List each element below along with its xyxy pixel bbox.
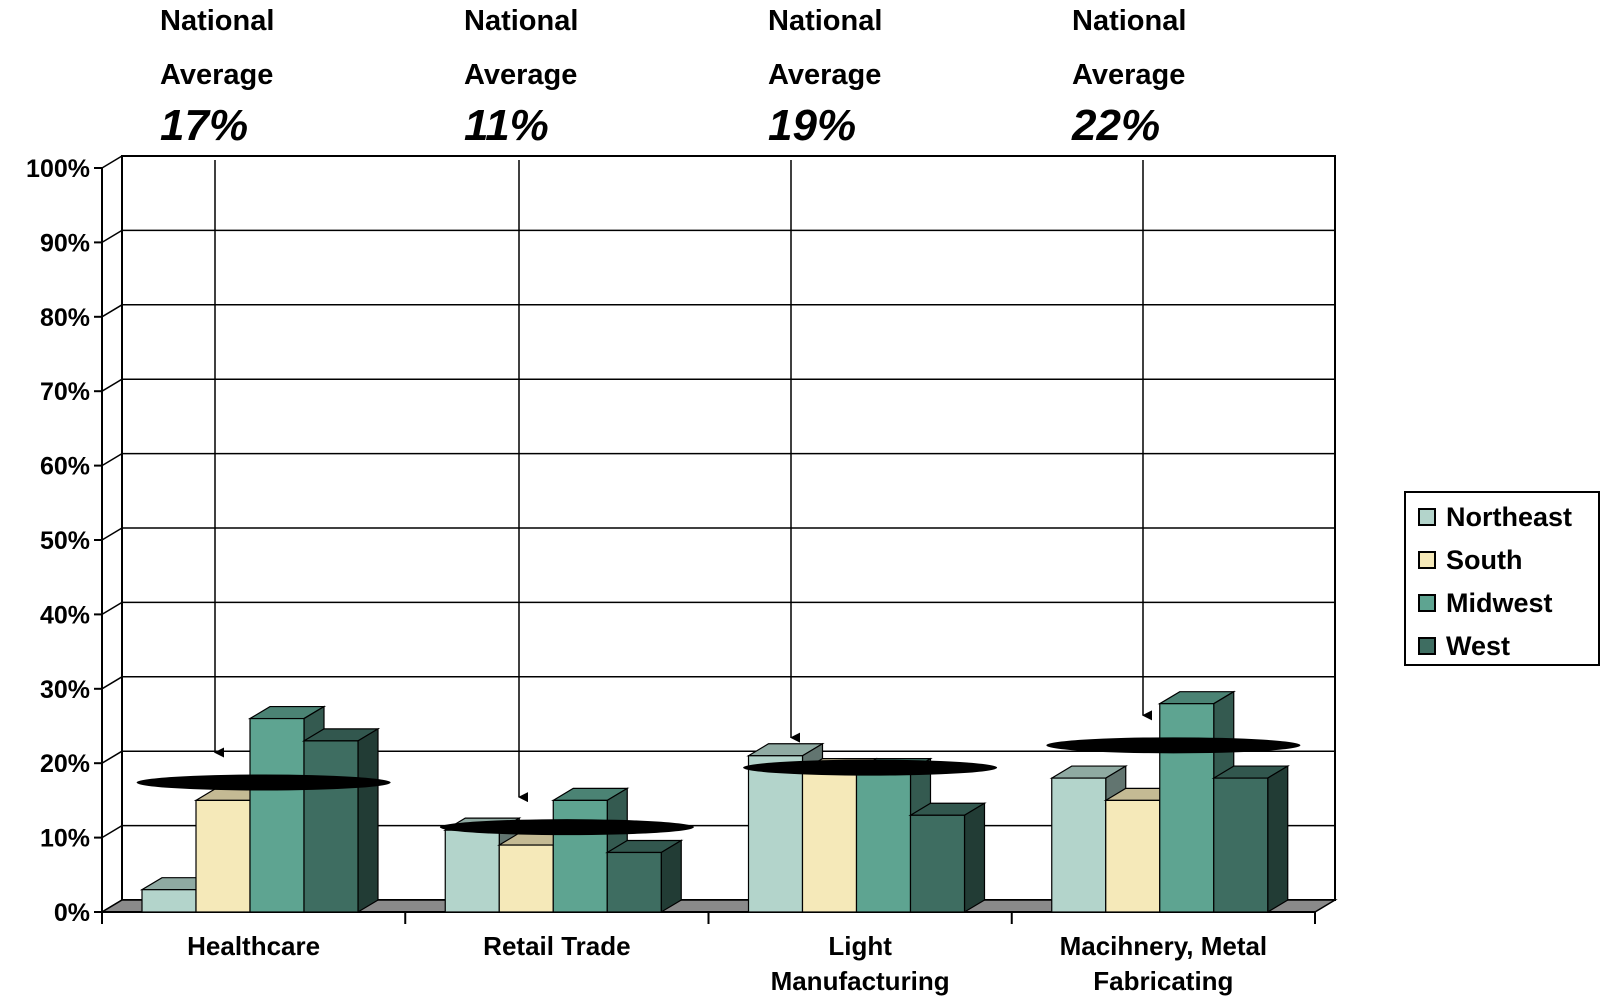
national-average-line1: National xyxy=(1072,5,1187,37)
y-tick-label: 40% xyxy=(40,601,90,629)
national-average-value: 11% xyxy=(464,101,549,150)
y-tick-label: 0% xyxy=(54,899,90,927)
bar xyxy=(908,802,987,914)
bar-front-face xyxy=(1051,777,1107,913)
legend-swatch-midwest xyxy=(1418,594,1436,612)
bar-front-face xyxy=(303,740,359,913)
x-category-label: Macihnery, Metal xyxy=(1060,931,1268,961)
national-average-line1: National xyxy=(768,5,883,37)
national-average-label: National Average 11% xyxy=(464,0,664,150)
bar-front-face xyxy=(141,889,197,913)
side-wall-line xyxy=(101,378,123,392)
bar xyxy=(301,727,381,914)
side-wall-line xyxy=(101,229,123,244)
legend-swatch-west xyxy=(1418,637,1436,655)
legend-item-south: South xyxy=(1418,544,1523,575)
bar-front-face xyxy=(444,829,500,913)
bar-front-face xyxy=(606,851,662,913)
bar-front-face xyxy=(1105,799,1161,913)
bar-front-face xyxy=(249,717,305,913)
national-average-marker xyxy=(136,774,391,791)
bar-side-face xyxy=(660,839,682,914)
side-wall-line xyxy=(101,304,123,318)
y-tick-label: 50% xyxy=(40,527,90,555)
bar-front-face xyxy=(1213,777,1269,913)
side-wall-line xyxy=(101,750,123,764)
bar-front-face xyxy=(909,814,966,913)
legend-swatch-south xyxy=(1418,551,1436,569)
bar xyxy=(605,839,684,914)
bar-front-face xyxy=(552,799,608,913)
bar-side-face xyxy=(357,727,379,914)
legend-item-midwest: Midwest xyxy=(1418,587,1553,618)
side-wall-line xyxy=(101,676,123,690)
national-average-value: 19% xyxy=(768,101,857,150)
national-average-marker xyxy=(1046,737,1301,754)
legend-swatch-northeast xyxy=(1418,508,1436,526)
x-category-label: Manufacturing xyxy=(771,966,950,996)
national-average-line2: Average xyxy=(1072,59,1186,91)
side-wall-line xyxy=(101,824,123,839)
bar-side-face xyxy=(1267,765,1289,914)
x-category-label: Light xyxy=(828,931,892,961)
legend-label: South xyxy=(1446,544,1523,575)
national-average-line1: National xyxy=(160,5,275,37)
x-category-label: Retail Trade xyxy=(483,931,630,961)
x-category-label: Fabricating xyxy=(1093,966,1233,996)
bar-front-face xyxy=(747,755,804,913)
y-tick-label: 100% xyxy=(26,155,90,183)
national-average-marker xyxy=(439,819,694,836)
chart-legend: Northeast South Midwest West xyxy=(1404,491,1600,666)
national-average-line2: Average xyxy=(160,59,274,91)
y-tick-label: 80% xyxy=(40,304,90,332)
national-average-value: 17% xyxy=(160,101,249,150)
national-average-line2: Average xyxy=(768,59,882,91)
bar-front-face xyxy=(195,799,251,913)
side-wall-line xyxy=(101,155,123,169)
bar-front-face xyxy=(855,770,912,913)
national-average-value: 22% xyxy=(1072,101,1161,150)
bar-front-face xyxy=(498,844,554,913)
y-tick-label: 60% xyxy=(40,453,90,481)
bar-front-face xyxy=(801,770,858,913)
y-tick-label: 70% xyxy=(40,378,90,406)
side-wall-line xyxy=(101,601,123,616)
legend-label: Midwest xyxy=(1446,587,1553,618)
y-tick-label: 90% xyxy=(40,229,90,257)
bar-front-face xyxy=(1159,703,1215,913)
bar xyxy=(1211,765,1290,914)
bar-side-face xyxy=(963,802,986,914)
legend-label: West xyxy=(1446,630,1511,661)
side-wall-line xyxy=(101,527,123,541)
national-average-label: National Average 17% xyxy=(160,0,360,150)
national-average-line2: Average xyxy=(464,59,578,91)
legend-item-west: West xyxy=(1418,630,1511,661)
national-average-marker xyxy=(743,759,998,776)
y-tick-label: 20% xyxy=(40,750,90,778)
x-category-label: Healthcare xyxy=(187,931,320,961)
national-average-label: National Average 22% xyxy=(1072,0,1272,150)
side-wall-line xyxy=(101,452,123,467)
legend-label: Northeast xyxy=(1446,501,1573,532)
legend-item-northeast: Northeast xyxy=(1418,501,1573,532)
national-average-label: National Average 19% xyxy=(768,0,968,150)
y-tick-label: 10% xyxy=(40,825,90,853)
y-tick-label: 30% xyxy=(40,676,90,704)
national-average-line1: National xyxy=(464,5,579,37)
